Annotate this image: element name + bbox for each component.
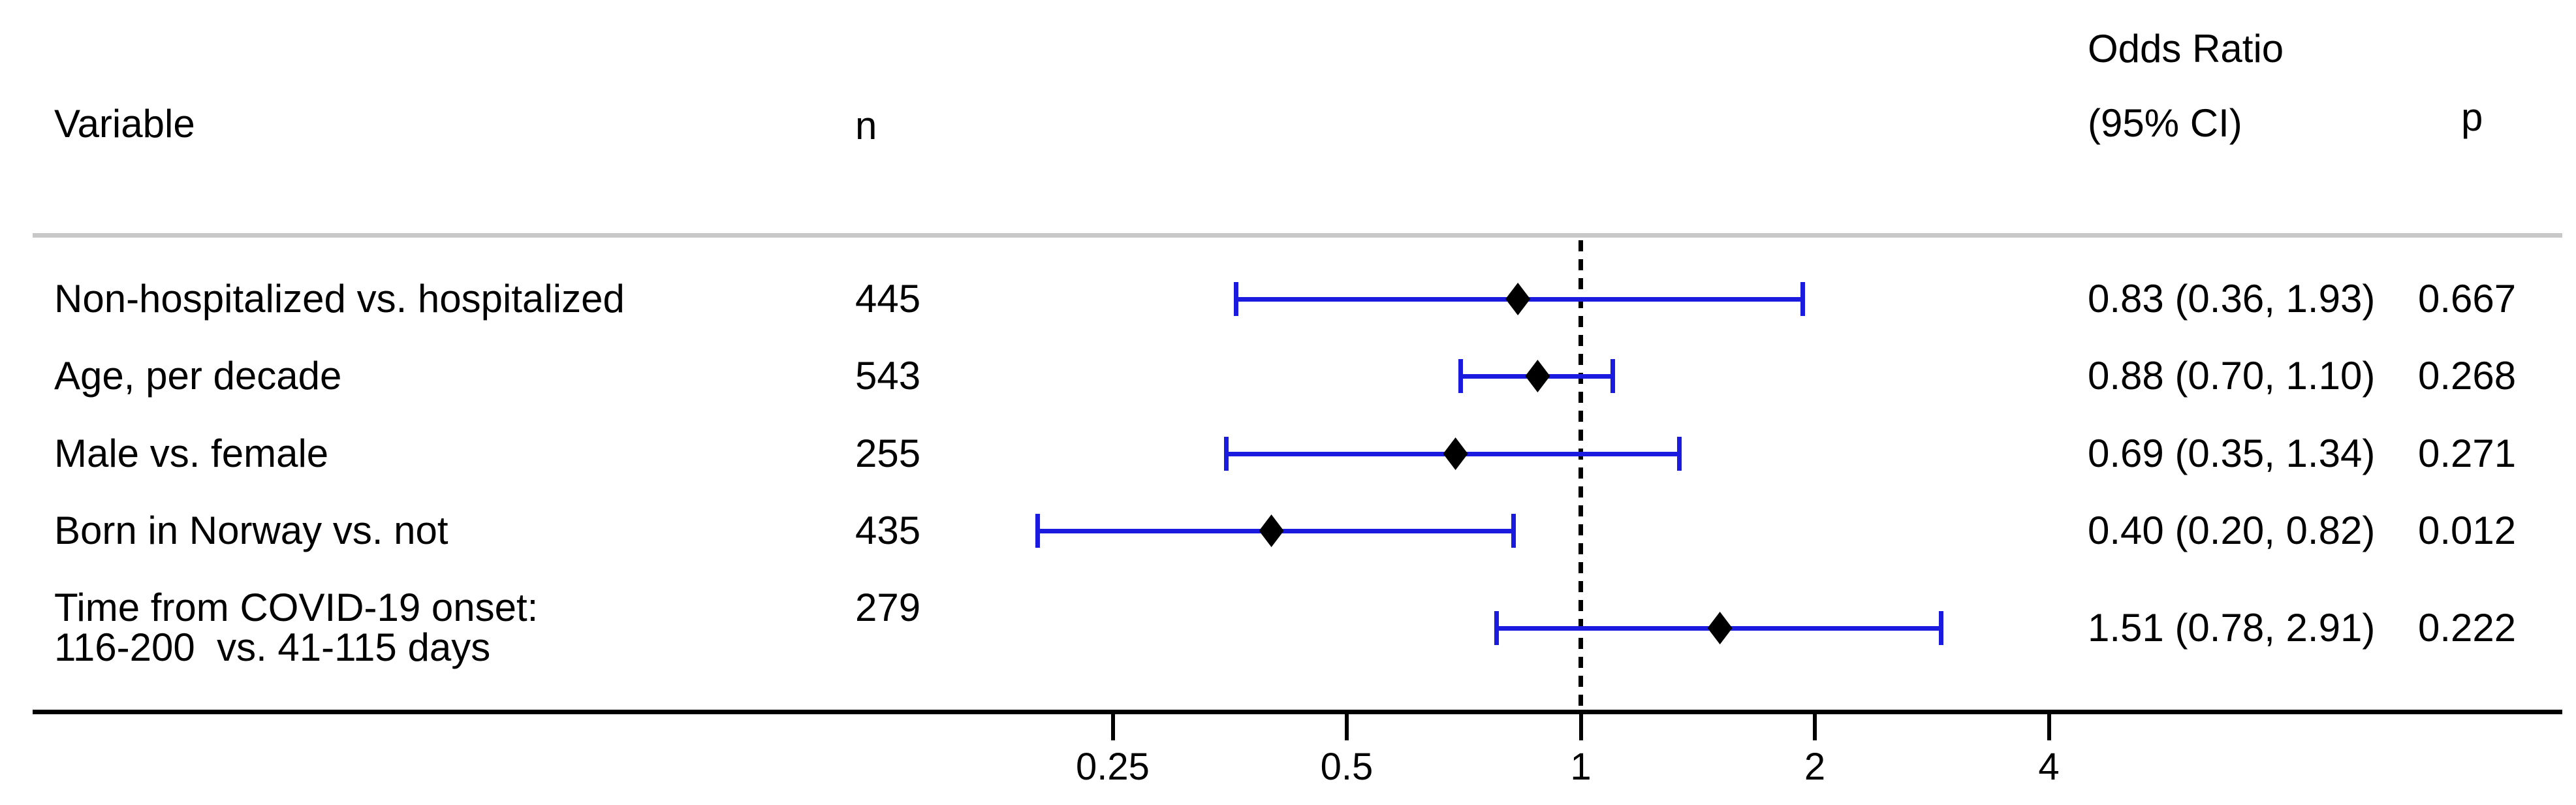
column-header-n: n: [855, 104, 877, 148]
column-header-variable: Variable: [54, 102, 195, 146]
row-n-value: 543: [855, 354, 921, 398]
reference-line: [1579, 240, 1583, 710]
row-n-value: 445: [855, 277, 921, 321]
x-axis-tick: [1813, 714, 1817, 740]
row-variable-label: Time from COVID-19 onset:: [54, 586, 539, 629]
point-estimate-diamond: [1443, 437, 1468, 470]
x-axis-tick-label: 1: [1570, 746, 1592, 788]
x-axis-line: [33, 710, 2562, 714]
row-variable-label: Born in Norway vs. not: [54, 509, 448, 552]
column-header-p: p: [2461, 95, 2483, 139]
row-n-value: 435: [855, 509, 921, 552]
row-variable-label-line2: 116-200 vs. 41-115 days: [54, 625, 491, 669]
point-estimate-diamond: [1525, 360, 1550, 392]
x-axis-tick: [1110, 714, 1115, 740]
ci-cap-right: [1939, 611, 1944, 645]
ci-cap-left: [1035, 514, 1040, 548]
row-p-value: 0.012: [2418, 509, 2517, 552]
ci-cap-left: [1494, 611, 1500, 645]
x-axis-tick-label: 0.5: [1320, 746, 1374, 788]
row-or-ci-value: 1.51 (0.78, 2.91): [2088, 606, 2376, 650]
ci-cap-left: [1224, 437, 1229, 471]
ci-cap-left: [1458, 359, 1463, 393]
row-n-value: 279: [855, 586, 921, 629]
row-n-value: 255: [855, 432, 921, 475]
row-p-value: 0.222: [2418, 606, 2517, 650]
x-axis-tick: [1579, 714, 1583, 740]
point-estimate-diamond: [1505, 283, 1531, 315]
row-or-ci-value: 0.40 (0.20, 0.82): [2088, 509, 2376, 552]
point-estimate-diamond: [1259, 514, 1284, 547]
row-p-value: 0.667: [2418, 277, 2517, 321]
x-axis-tick: [1345, 714, 1349, 740]
ci-cap-right: [1800, 282, 1806, 316]
ci-cap-left: [1233, 282, 1238, 316]
row-p-value: 0.268: [2418, 354, 2517, 398]
row-variable-label: Male vs. female: [54, 432, 329, 475]
point-estimate-diamond: [1707, 612, 1733, 644]
row-variable-label: Non-hospitalized vs. hospitalized: [54, 277, 625, 321]
x-axis-tick-label: 4: [2038, 746, 2060, 788]
header-divider-line: [33, 233, 2562, 238]
row-or-ci-value: 0.69 (0.35, 1.34): [2088, 432, 2376, 475]
row-or-ci-value: 0.88 (0.70, 1.10): [2088, 354, 2376, 398]
row-p-value: 0.271: [2418, 432, 2517, 475]
ci-cap-right: [1511, 514, 1516, 548]
column-header-odds-ratio-line2: (95% CI): [2088, 101, 2242, 145]
column-header-odds-ratio-line1: Odds Ratio: [2088, 27, 2284, 71]
row-variable-label: Age, per decade: [54, 354, 342, 398]
ci-cap-right: [1677, 437, 1682, 471]
x-axis-tick-label: 0.25: [1076, 746, 1150, 788]
x-axis-tick: [2047, 714, 2051, 740]
ci-cap-right: [1610, 359, 1616, 393]
row-or-ci-value: 0.83 (0.36, 1.93): [2088, 277, 2376, 321]
x-axis-tick-label: 2: [1804, 746, 1826, 788]
